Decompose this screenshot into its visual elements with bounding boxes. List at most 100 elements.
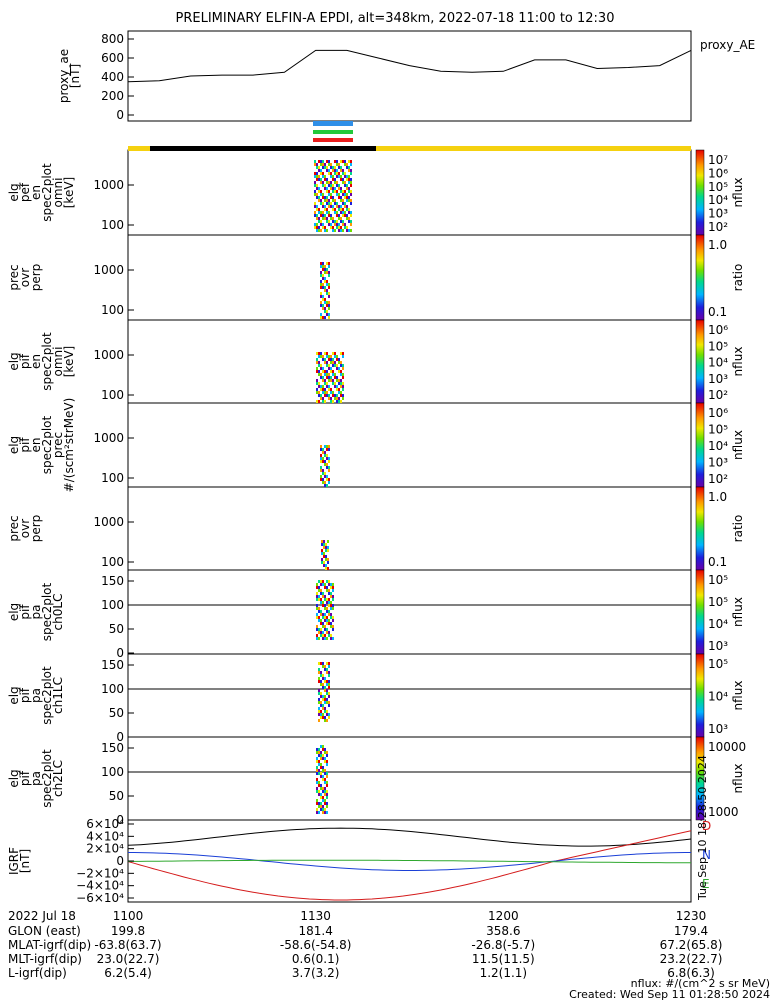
spectrogram-pixel <box>326 781 328 784</box>
spectrogram-pixel <box>334 394 336 397</box>
spectrogram-pixel <box>348 190 350 193</box>
y-axis-label: pef <box>18 182 32 202</box>
spectrogram-pixel <box>336 355 338 358</box>
spectrogram-pixel <box>316 193 318 196</box>
spectrogram-pixel <box>348 220 350 223</box>
spectrogram-pixel <box>320 445 322 448</box>
bar-red <box>313 138 353 142</box>
y-axis-label: pif <box>18 437 32 453</box>
spectrogram-pixel <box>326 394 328 397</box>
spectrogram-pixel <box>326 448 328 451</box>
spectrogram-pixel <box>338 172 340 175</box>
colorbar-tick-label: 10⁵ <box>708 339 728 353</box>
spectrogram-pixel <box>330 163 332 166</box>
spectrogram-pixel <box>324 475 326 478</box>
spectrogram-pixel <box>334 211 336 214</box>
spectrogram-pixel <box>324 719 326 722</box>
spectrogram-pixel <box>330 361 332 364</box>
spectrogram-pixel <box>328 460 330 463</box>
spectrogram-pixel <box>318 370 320 373</box>
y-tick-label: 0 <box>116 854 124 868</box>
y-tick-label: 150 <box>101 658 124 672</box>
y-axis-label: elg <box>7 183 21 201</box>
spectrogram-pixel <box>324 811 326 814</box>
spectrogram-pixel <box>316 748 318 751</box>
spectrogram-pixel <box>332 364 334 367</box>
spectrogram-pixel <box>318 208 320 211</box>
y-axis-label: perp <box>29 515 43 543</box>
spectrogram-pixel <box>346 229 348 232</box>
spectrogram-pixel <box>324 757 326 760</box>
spectrogram-pixel <box>326 292 328 295</box>
spectrogram-pixel <box>324 214 326 217</box>
spectrogram-pixel <box>326 376 328 379</box>
spectrogram-pixel <box>322 214 324 217</box>
y-axis-label: pa <box>29 771 43 786</box>
ephemeris-value: 23.2(22.7) <box>660 952 723 966</box>
spectrogram-pixel <box>320 211 322 214</box>
spectrogram-pixel <box>336 193 338 196</box>
spectrogram-pixel <box>320 787 322 790</box>
spectrogram-pixel <box>350 193 352 196</box>
y-tick-label: 100 <box>101 598 124 612</box>
spectrogram-pixel <box>326 598 328 601</box>
spectrogram-pixel <box>342 373 344 376</box>
spectrogram-pixel <box>320 394 322 397</box>
side-timestamp: Tue Sep 10 18:28:50 2024 <box>696 755 709 901</box>
spectrogram-pixel <box>320 766 322 769</box>
spectrogram-pixel <box>324 748 326 751</box>
y-tick-label: 6×10⁴ <box>86 817 124 831</box>
spectrogram-pixel <box>320 671 322 674</box>
y-axis-label: ovr <box>18 519 32 538</box>
spectrogram-pixel <box>346 199 348 202</box>
spectrogram-pixel <box>328 265 330 268</box>
spectrogram-pixel <box>320 163 322 166</box>
spectrogram-pixel <box>318 196 320 199</box>
ephemeris-value: 199.8 <box>111 924 145 938</box>
spectrogram-pixel <box>318 382 320 385</box>
spectrogram-pixel <box>322 451 324 454</box>
spectrogram-pixel <box>322 745 324 748</box>
spectrogram-pixel <box>318 607 320 610</box>
spectrogram-pixel <box>344 175 346 178</box>
spectrogram-pixel <box>316 226 318 229</box>
spectrogram-pixel <box>322 748 324 751</box>
spectrogram-pixel <box>344 184 346 187</box>
spectrogram-pixel <box>328 163 330 166</box>
spectrogram-pixel <box>330 355 332 358</box>
y-tick-label: 150 <box>101 741 124 755</box>
spectrogram-pixel <box>340 394 342 397</box>
spectrogram-pixel <box>332 628 334 631</box>
spectrogram-pixel <box>322 226 324 229</box>
spectrogram-pixel <box>326 796 328 799</box>
spectrogram-pixel <box>322 674 324 677</box>
spectrogram-pixel <box>320 190 322 193</box>
spectrogram-pixel <box>322 634 324 637</box>
spectrogram-pixel <box>324 481 326 484</box>
proxy-ae-line <box>127 49 692 83</box>
y-axis-label: ch0LC <box>51 594 65 631</box>
spectrogram-pixel <box>326 683 328 686</box>
spectrogram-pixel <box>318 373 320 376</box>
spectrogram-pixel <box>328 671 330 674</box>
spectrogram-pixel <box>314 190 316 193</box>
spectrogram-pixel <box>316 187 318 190</box>
y-tick-label: 50 <box>109 622 124 636</box>
ephemeris-row-label: GLON (east) <box>8 924 81 938</box>
spectrogram-pixel <box>328 704 330 707</box>
spectrogram-pixel <box>320 202 322 205</box>
spectrogram-pixel <box>316 637 318 640</box>
spectrogram-pixel <box>322 583 324 586</box>
spectrogram-pixel <box>324 686 326 689</box>
spectrogram-pixel <box>342 202 344 205</box>
spectrogram-pixel <box>334 199 336 202</box>
ephemeris-value: 6.8(6.3) <box>667 966 715 980</box>
spectrogram-pixel <box>314 172 316 175</box>
spectrogram-pixel <box>344 193 346 196</box>
spectrogram-pixel <box>334 172 336 175</box>
spectrogram-pixel <box>328 274 330 277</box>
spectrogram-pixel <box>324 388 326 391</box>
spectrogram-pixel <box>326 196 328 199</box>
spectrogram-pixel <box>320 634 322 637</box>
